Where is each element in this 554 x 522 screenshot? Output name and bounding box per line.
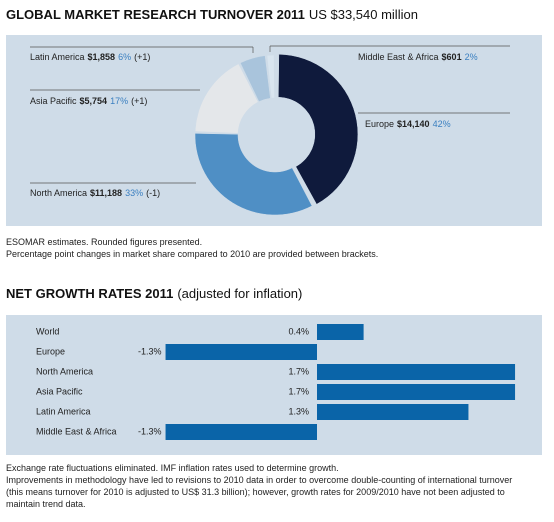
subtitle: US $33,540 million — [309, 7, 418, 22]
slice-label: Europe $14,140 42% — [365, 119, 451, 129]
value-label: 1.3% — [288, 406, 309, 416]
bar — [165, 344, 317, 360]
share-label: 17% — [110, 96, 128, 106]
donut-slice — [278, 54, 359, 205]
value-label: $14,140 — [397, 119, 430, 129]
category-label: Europe — [365, 119, 394, 129]
category-label: Latin America — [36, 406, 91, 416]
value-label: 0.4% — [288, 326, 309, 336]
bar — [317, 364, 516, 380]
value-label: -1.3% — [138, 346, 162, 356]
bar — [317, 384, 516, 400]
category-label: North America — [36, 366, 93, 376]
value-label: -1.3% — [138, 426, 162, 436]
value-label: 1.7% — [288, 386, 309, 396]
note: ESOMAR estimates. Rounded figures presen… — [6, 237, 203, 247]
value-label: $5,754 — [80, 96, 108, 106]
notes: Exchange rate fluctuations eliminated. I… — [6, 462, 526, 510]
change-label: (-1) — [146, 188, 160, 198]
note: Percentage point changes in market share… — [6, 249, 379, 259]
share-label: 42% — [433, 119, 451, 129]
category-label: World — [36, 326, 59, 336]
title: NET GROWTH RATES 2011 — [6, 286, 173, 301]
note: Exchange rate fluctuations eliminated. I… — [6, 463, 339, 473]
donut-slice — [194, 133, 313, 216]
category-label: Latin America — [30, 52, 85, 62]
slice-label: North America $11,188 33% (-1) — [30, 188, 160, 198]
subtitle: (adjusted for inflation) — [177, 286, 302, 301]
category-label: Middle East & Africa — [36, 426, 117, 436]
title: GLOBAL MARKET RESEARCH TURNOVER 2011 — [6, 7, 305, 22]
change-label: (+1) — [134, 52, 150, 62]
donut-slice — [239, 55, 271, 102]
category-label: Middle East & Africa — [358, 52, 439, 62]
donut-slice — [266, 54, 275, 99]
slice-label: Middle East & Africa $601 2% — [358, 52, 478, 62]
category-label: Asia Pacific — [36, 386, 83, 396]
donut-slice — [194, 63, 259, 134]
category-label: North America — [30, 188, 87, 198]
notes: ESOMAR estimates. Rounded figures presen… — [6, 236, 526, 260]
value-label: $1,858 — [88, 52, 116, 62]
slice-label: Asia Pacific $5,754 17% (+1) — [30, 96, 147, 106]
note: Improvements in methodology have led to … — [6, 475, 513, 509]
bar — [317, 404, 469, 420]
value-label: $11,188 — [90, 188, 122, 198]
share-label: 2% — [465, 52, 478, 62]
chart-title: GLOBAL MARKET RESEARCH TURNOVER 2011 US $… — [6, 7, 418, 22]
share-label: 6% — [118, 52, 131, 62]
value-label: $601 — [442, 52, 462, 62]
share-label: 33% — [125, 188, 143, 198]
slice-label: Latin America $1,858 6% (+1) — [30, 52, 150, 62]
category-label: Asia Pacific — [30, 96, 77, 106]
value-label: 1.7% — [288, 366, 309, 376]
chart-title: NET GROWTH RATES 2011 (adjusted for infla… — [6, 286, 302, 301]
change-label: (+1) — [131, 96, 147, 106]
bar — [317, 324, 364, 340]
bar — [165, 424, 317, 440]
category-label: Europe — [36, 346, 65, 356]
